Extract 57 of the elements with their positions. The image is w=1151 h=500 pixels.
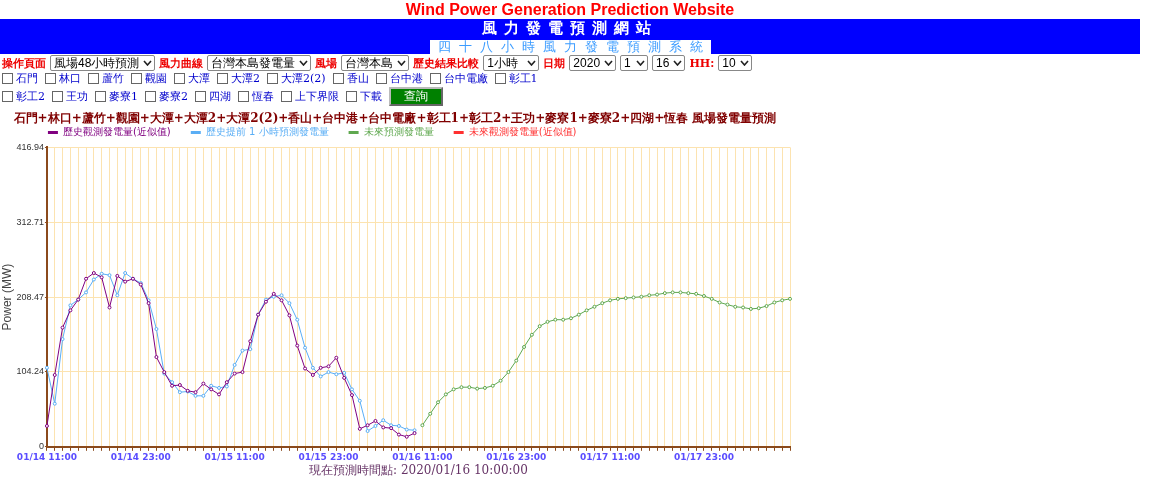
text: 大潭 bbox=[188, 71, 210, 86]
y-axis-title: Power (MW) bbox=[0, 263, 14, 331]
text: HH: bbox=[689, 56, 715, 70]
x-tick-label: 01/16 11:00 bbox=[392, 451, 453, 462]
y-tick-label: 208.47 bbox=[16, 291, 44, 302]
dropdown: 10 bbox=[718, 55, 752, 71]
text: 歷史結果比較 bbox=[413, 55, 480, 71]
dropdown: 風場48小時預測 bbox=[50, 55, 156, 71]
text: 風力發電預測網站 bbox=[481, 19, 659, 37]
x-axis-title: 現在預測時間點: 2020/01/16 10:00:00 bbox=[309, 462, 528, 477]
legend-label: 未來預測發電量 bbox=[363, 125, 453, 137]
chart-title: 石門+林口+蘆竹+觀園+大潭+大潭2+大潭2(2)+香山+台中港+台中電廠+彰工1+彰工2+王功+麥寮1+麥寮2+四湖+恆春 風場發電量預測 bbox=[12, 111, 777, 126]
text: 觀園 bbox=[145, 71, 167, 86]
x-tick-label: 01/14 23:00 bbox=[110, 451, 171, 462]
text: 麥寮2 bbox=[159, 89, 188, 104]
text: 四湖 bbox=[209, 89, 231, 104]
text: 石門 bbox=[16, 71, 38, 86]
dropdown: 1 bbox=[620, 55, 649, 71]
dropdown: 1小時 bbox=[483, 55, 540, 71]
y-tick-label: 104.24 bbox=[16, 366, 44, 377]
dropdown: 2020 bbox=[569, 55, 617, 71]
text: 大潭2 bbox=[231, 71, 260, 86]
legend-label: 歷史提前 1 小時預測發電量 bbox=[205, 125, 348, 137]
y-tick-label: 0 bbox=[38, 441, 44, 452]
legend-label: 歷史觀測發電量(近似值) bbox=[62, 125, 190, 137]
dropdown: 台灣本島發電量 bbox=[207, 55, 312, 71]
dropdown: 台灣本島 bbox=[341, 55, 410, 71]
text: 風場 bbox=[315, 55, 338, 71]
x-tick-label: 01/14 11:00 bbox=[16, 451, 77, 462]
text: 風力曲線 bbox=[159, 55, 204, 71]
dropdown: 16 bbox=[652, 55, 686, 71]
text: 彰工2 bbox=[16, 89, 45, 104]
text: 上下界限 bbox=[295, 89, 339, 104]
x-tick-label: 01/17 11:00 bbox=[580, 451, 641, 462]
text: 大潭2(2) bbox=[281, 71, 326, 86]
button: 查詢 bbox=[389, 87, 443, 106]
x-tick-label: 01/15 11:00 bbox=[204, 451, 265, 462]
legend-label: 未來觀測發電量(近似值) bbox=[468, 125, 596, 137]
text: 麥寮1 bbox=[109, 89, 138, 104]
text: 操作頁面 bbox=[2, 55, 46, 71]
text: 蘆竹 bbox=[102, 71, 124, 86]
x-tick-label: 01/16 23:00 bbox=[486, 451, 547, 462]
x-tick-label: 01/17 23:00 bbox=[673, 451, 735, 462]
text: 台中電廠 bbox=[443, 71, 488, 86]
text: 彰工1 bbox=[508, 71, 538, 86]
text: 王功 bbox=[66, 89, 88, 104]
y-tick-label: 416.94 bbox=[16, 141, 44, 152]
text: 四十八小時風力發電預測系統 bbox=[429, 39, 711, 54]
text: 日期 bbox=[543, 55, 566, 71]
text: 台中港 bbox=[389, 71, 423, 86]
y-tick-label: 312.71 bbox=[16, 216, 44, 227]
text: 香山 bbox=[346, 71, 369, 86]
text: 恆春 bbox=[252, 89, 274, 104]
text: Wind Power Generation Prediction Website bbox=[404, 0, 736, 19]
text: 林口 bbox=[59, 71, 81, 86]
text: 下載 bbox=[360, 89, 382, 104]
x-tick-label: 01/15 23:00 bbox=[298, 451, 359, 462]
